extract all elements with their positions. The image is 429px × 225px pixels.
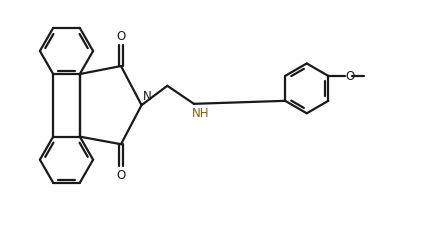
Text: O: O [116, 168, 126, 181]
Text: NH: NH [192, 106, 210, 119]
Text: O: O [345, 70, 355, 83]
Text: O: O [116, 30, 126, 43]
Text: N: N [143, 89, 151, 102]
